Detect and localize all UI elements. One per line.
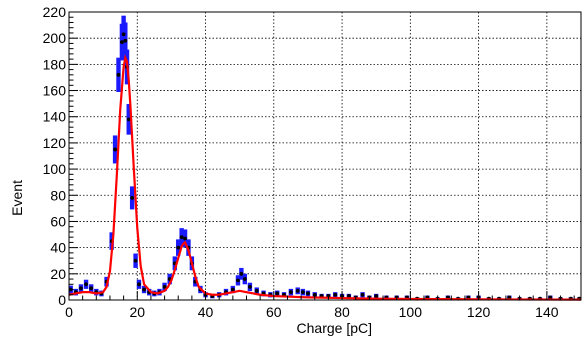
y-tick-label: 20 — [50, 266, 66, 282]
x-tick-label: 60 — [266, 304, 282, 320]
y-tick-label: 120 — [43, 135, 67, 151]
data-point — [300, 290, 305, 295]
data-point — [242, 277, 247, 281]
data-point — [133, 258, 138, 263]
plot-frame — [68, 11, 582, 301]
error-bars — [68, 15, 582, 300]
data-point — [288, 290, 293, 295]
data-point — [183, 236, 187, 241]
data-point — [142, 287, 146, 292]
data-point — [176, 245, 181, 250]
y-tick-label: 140 — [43, 109, 67, 125]
y-axis-ticks: 0 20 40 60 80 100 120 140 160 180 200 220 — [43, 4, 78, 308]
data-point — [306, 291, 310, 296]
data-point — [295, 288, 300, 293]
data-point — [248, 285, 252, 289]
x-axis-ticks: 0 20 40 60 80 100 120 140 — [65, 291, 575, 320]
data-point — [126, 117, 131, 122]
x-tick-label: 40 — [198, 304, 214, 320]
fit-curve — [68, 54, 582, 301]
data-point — [79, 286, 83, 291]
x-axis-title: Charge [pC] — [297, 320, 372, 336]
x-tick-label: 80 — [334, 304, 350, 320]
data-point — [230, 287, 235, 292]
data-point — [120, 40, 124, 45]
data-point — [312, 292, 317, 297]
data-point — [333, 292, 338, 297]
data-point — [89, 286, 94, 291]
y-tick-label: 80 — [50, 187, 66, 203]
data-point — [548, 295, 553, 300]
y-tick-label: 40 — [50, 240, 66, 256]
data-points — [68, 32, 582, 301]
grid-lines — [69, 12, 581, 300]
y-axis-title: Event — [9, 180, 25, 216]
x-tick-label: 100 — [399, 304, 423, 320]
data-point — [239, 271, 244, 276]
y-tick-label: 200 — [43, 30, 67, 46]
y-tick-label: 100 — [43, 161, 67, 177]
data-point — [123, 38, 128, 43]
x-tick-label: 20 — [129, 304, 145, 320]
data-point — [113, 147, 117, 152]
x-tick-label: 120 — [467, 304, 491, 320]
data-point — [137, 282, 141, 287]
x-tick-label: 140 — [535, 304, 559, 320]
y-tick-label: 160 — [43, 83, 67, 99]
data-point — [116, 72, 121, 77]
data-point — [84, 282, 88, 287]
y-tick-label: 220 — [43, 4, 67, 20]
data-point — [130, 195, 135, 200]
x-tick-label: 0 — [65, 304, 73, 320]
data-point — [236, 278, 240, 283]
data-point — [121, 32, 126, 37]
data-point — [162, 285, 167, 289]
y-tick-label: 0 — [58, 292, 66, 308]
data-point — [360, 292, 365, 297]
data-point — [374, 294, 379, 298]
y-tick-label: 180 — [43, 56, 67, 72]
data-point — [346, 294, 351, 298]
data-point — [275, 291, 280, 296]
data-point — [254, 288, 259, 293]
y-tick-label: 60 — [50, 213, 66, 229]
data-point — [179, 235, 184, 240]
